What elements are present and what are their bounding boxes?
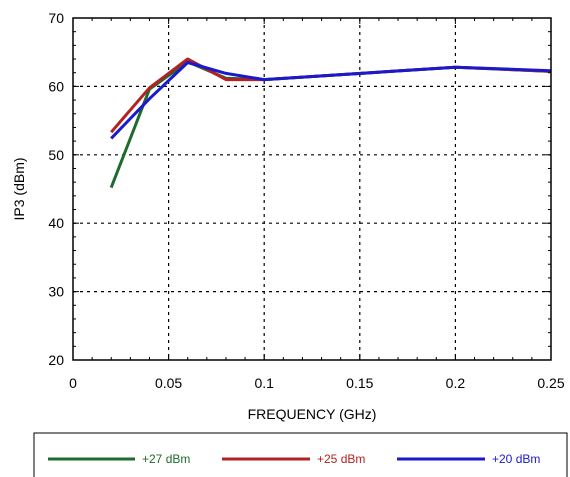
y-tick-labels: 20 30 40 50 60 70 <box>48 10 64 368</box>
x-tick-label: 0.1 <box>254 375 274 391</box>
x-tick-label: 0.05 <box>155 375 182 391</box>
legend-box <box>33 432 568 477</box>
series-line-1 <box>109 60 552 189</box>
y-axis-title: IP3 (dBm) <box>11 157 27 220</box>
x-tick-label: 0.2 <box>446 375 466 391</box>
y-tick-label: 70 <box>48 10 64 26</box>
axis-ticks <box>72 17 552 361</box>
x-tick-labels: 0 0.05 0.1 0.15 0.2 0.25 <box>69 375 565 391</box>
series-line-3 <box>110 61 552 140</box>
legend-label: +25 dBm <box>317 452 365 466</box>
y-tick-label: 20 <box>48 352 64 368</box>
legend-label: +27 dBm <box>142 452 190 466</box>
x-tick-label: 0.25 <box>537 375 564 391</box>
x-tick-label: 0.15 <box>346 375 373 391</box>
series-lines <box>109 57 552 189</box>
legend: +27 dBm +25 dBm +20 dBm <box>48 452 540 466</box>
x-axis-title: FREQUENCY (GHz) <box>248 406 377 422</box>
grid <box>73 18 551 360</box>
y-tick-label: 40 <box>48 215 64 231</box>
legend-label: +20 dBm <box>492 452 540 466</box>
plot-frame <box>72 17 552 361</box>
x-tick-label: 0 <box>69 375 77 391</box>
y-tick-label: 50 <box>48 147 64 163</box>
y-tick-label: 30 <box>48 284 64 300</box>
y-tick-label: 60 <box>48 78 64 94</box>
